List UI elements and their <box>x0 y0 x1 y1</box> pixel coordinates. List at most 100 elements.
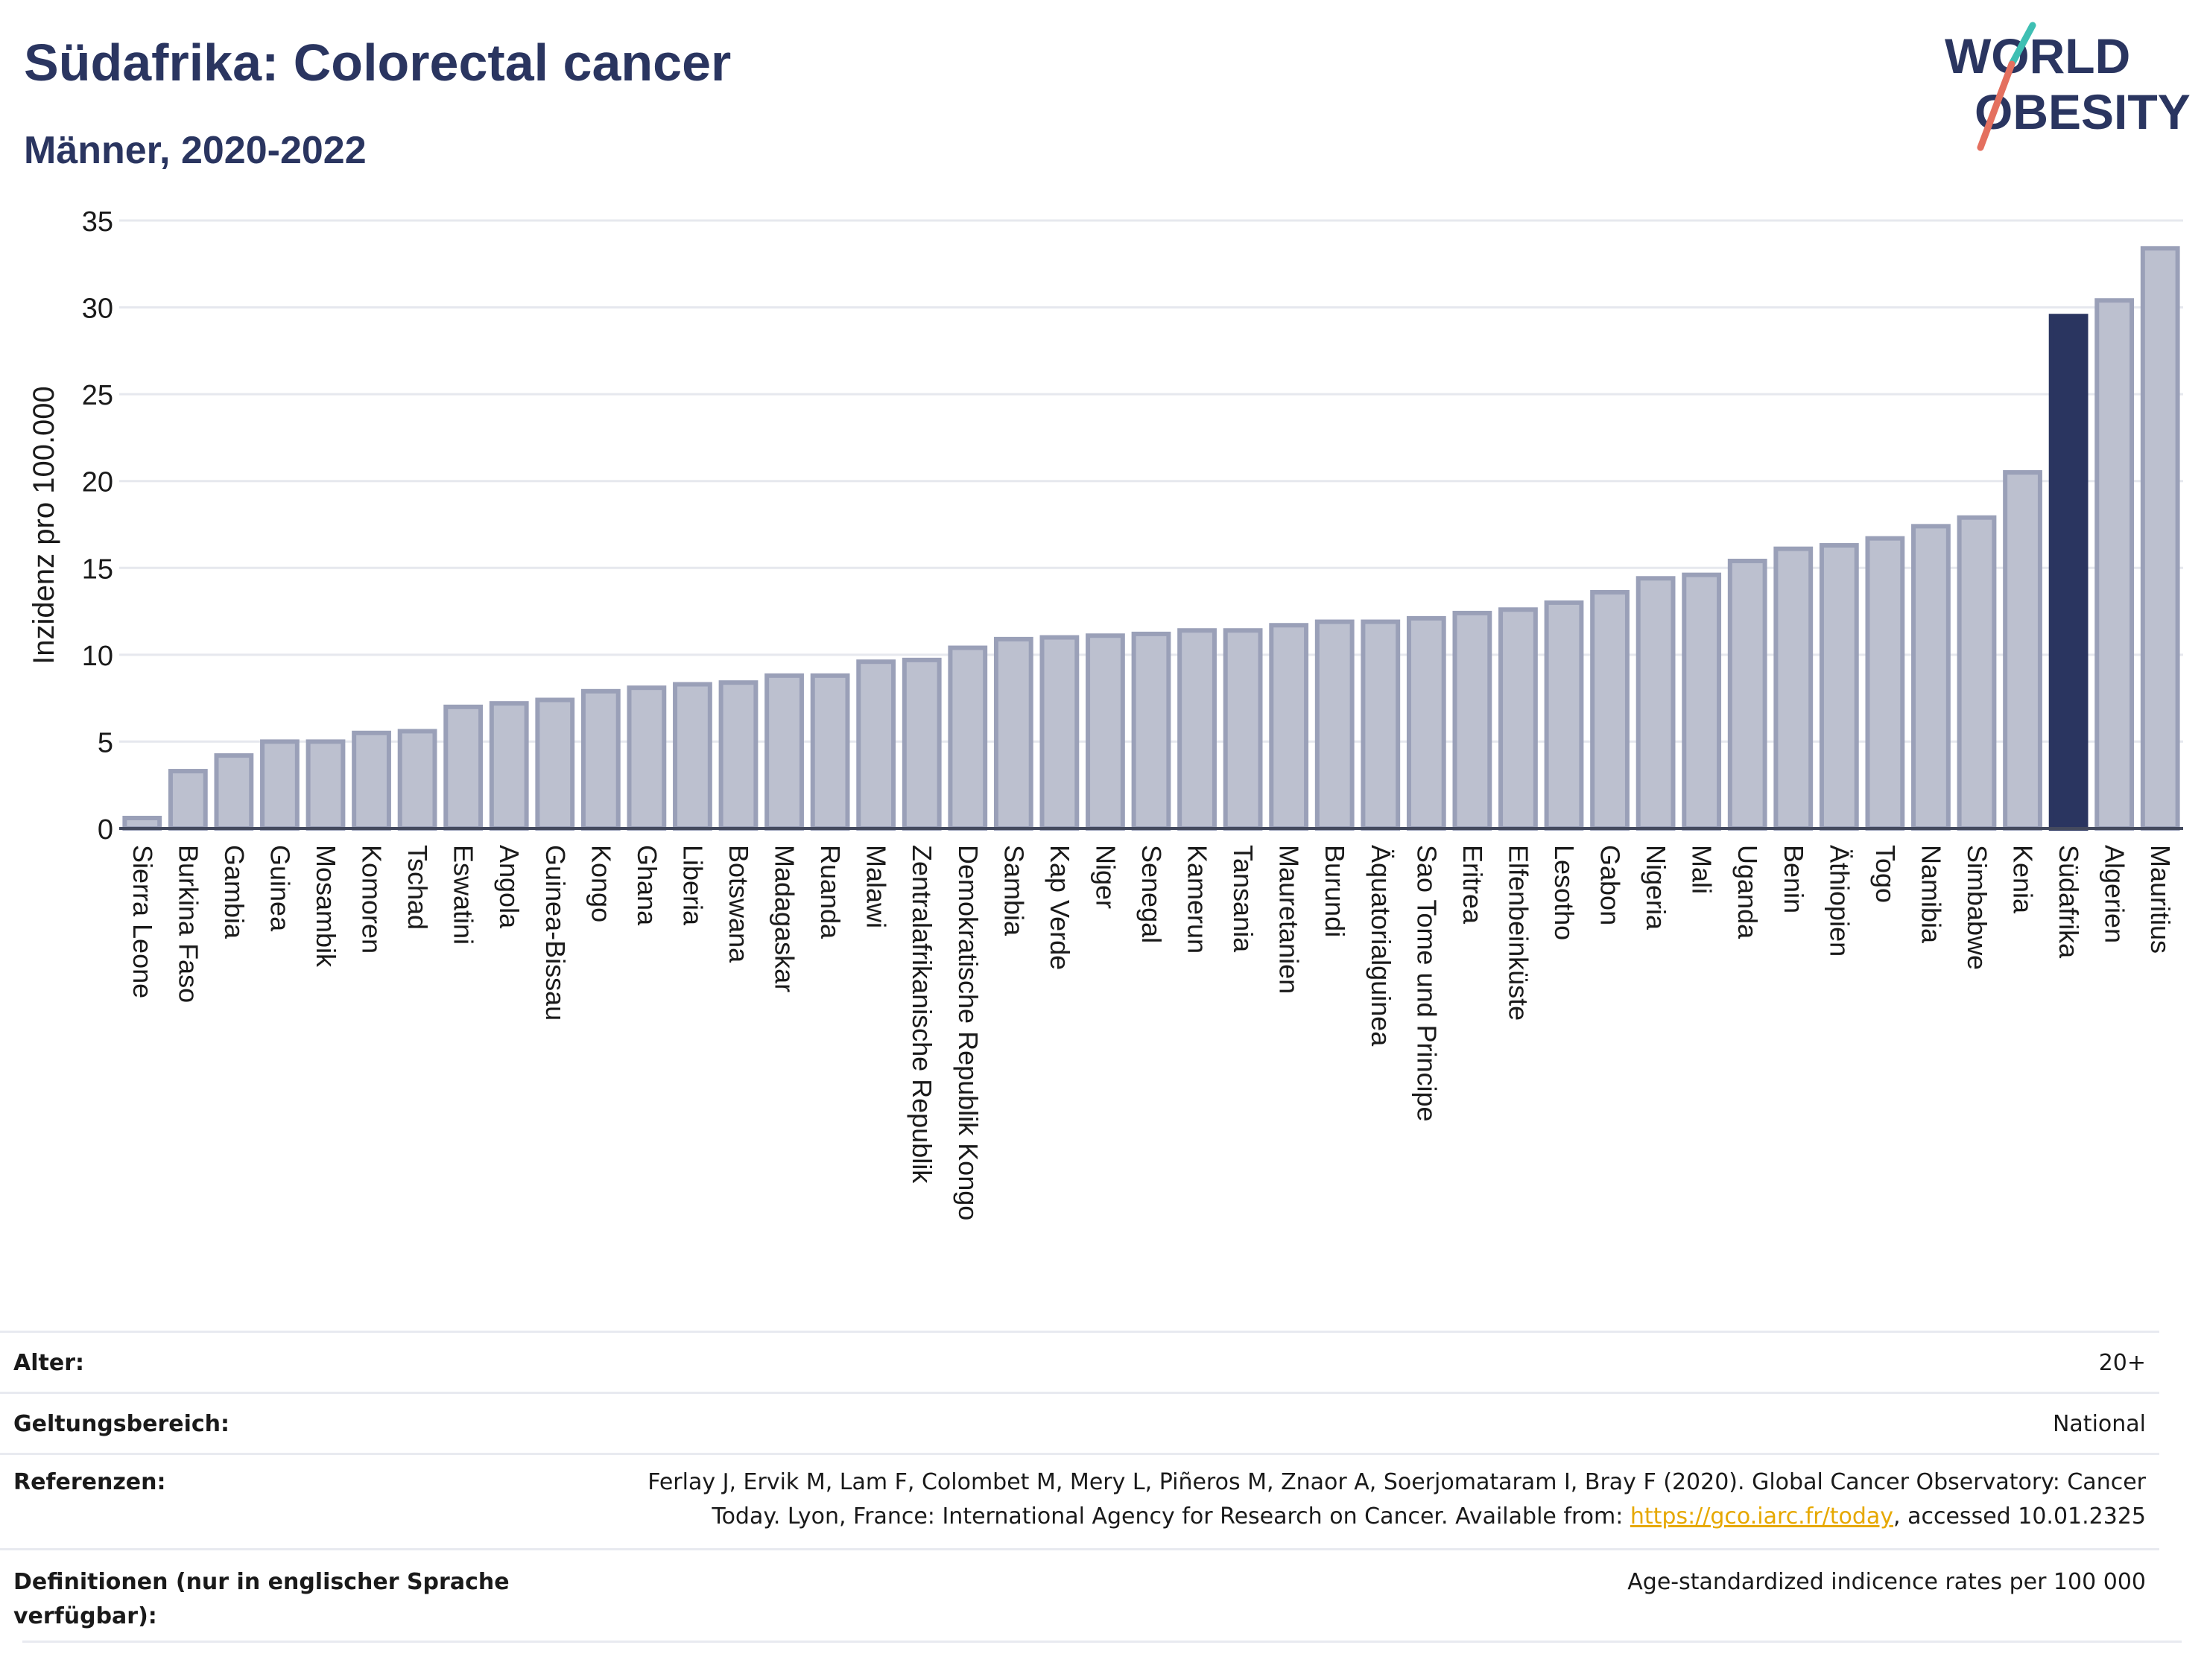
x-tick-label: Kap Verde <box>1045 845 1075 970</box>
bar-kenia <box>2003 470 2042 831</box>
bar-zentralafrikanische-republik <box>902 657 942 831</box>
references-label: Referenzen: <box>13 1469 166 1495</box>
x-tick-label: Mauritius <box>2145 845 2176 954</box>
bar-sao-tome-und-principe <box>1406 615 1446 831</box>
meta-table-end <box>22 1641 2182 1643</box>
bar-namibia <box>1911 524 1951 831</box>
x-tick-label: Demokratische Republik Kongo <box>953 845 984 1220</box>
x-tick-label: Mali <box>1687 845 1717 894</box>
bar-niger <box>1086 633 1125 831</box>
meta-row-definitions: Definitionen (nur in englischer Sprache … <box>0 1548 2159 1643</box>
x-tick-label: Botswana <box>723 845 754 963</box>
x-tick-label: Eritrea <box>1457 845 1488 925</box>
y-tick-label: 5 <box>98 727 113 758</box>
bar-eritrea <box>1452 610 1492 831</box>
bar-mali <box>1682 572 1722 831</box>
x-tick-label: Guinea <box>265 845 295 932</box>
x-tick-label: Liberia <box>677 845 708 926</box>
x-tick-labels: Sierra Leone Burkina Faso Gambia Guinea Mosa… <box>127 845 2176 1220</box>
references-line2-post: , accessed 10.01.2325 <box>1893 1503 2146 1530</box>
y-tick-labels: 0 5 10 15 20 25 30 35 <box>82 206 113 846</box>
x-tick-label: Ghana <box>632 845 662 926</box>
references-line2-pre: Today. Lyon, France: International Agenc… <box>712 1503 1630 1530</box>
bar-botswana <box>718 680 759 831</box>
scope-label: Geltungsbereich: <box>13 1411 230 1437</box>
x-tick-label: Eswatini <box>449 845 479 945</box>
x-tick-label: Kamerun <box>1182 845 1213 954</box>
y-tick-label: 10 <box>82 641 113 672</box>
logo-slash-coral <box>1977 60 2015 151</box>
x-tick-label: Angola <box>494 845 525 929</box>
bar-mauritius <box>2140 246 2180 831</box>
x-tick-label: Tschad <box>402 845 433 930</box>
x-tick-label: Simbabwe <box>1962 845 1992 970</box>
bar-madagaskar <box>764 673 804 831</box>
bar-burundi <box>1314 619 1355 831</box>
y-tick-label: 30 <box>82 294 113 325</box>
references-value: Ferlay J, Ervik M, Lam F, Colombet M, Me… <box>581 1465 2146 1534</box>
x-tick-label: Kenia <box>2008 845 2039 914</box>
age-label: Alter: <box>13 1350 84 1376</box>
bar-burkina-faso <box>168 769 208 831</box>
bar-uganda <box>1727 558 1767 831</box>
bar-togo <box>1865 536 1905 831</box>
bar-tschad <box>397 729 437 831</box>
y-tick-label: 20 <box>82 467 113 498</box>
bar-demokratische-republik-kongo <box>948 645 988 831</box>
references-line1: Ferlay J, Ervik M, Lam F, Colombet M, Me… <box>647 1469 2146 1495</box>
meta-row-references: Referenzen: Ferlay J, Ervik M, Lam F, Co… <box>0 1453 2159 1550</box>
age-value: 20+ <box>2098 1350 2146 1376</box>
x-tick-label: Sambia <box>998 845 1029 936</box>
y-tick-label: 15 <box>82 554 113 585</box>
bar-senegal <box>1131 631 1171 831</box>
x-tick-label: Äquatorialguinea <box>1366 845 1396 1047</box>
bar-komoren <box>352 730 391 831</box>
x-tick-label: Südafrika <box>2053 845 2084 959</box>
bar-simbabwe <box>1957 515 1997 831</box>
bar-äquatorialguinea <box>1361 619 1401 831</box>
page-subtitle: Männer, 2020-2022 <box>24 129 367 172</box>
x-tick-label: Madagaskar <box>770 845 800 992</box>
x-tick-label: Gambia <box>219 845 250 939</box>
x-tick-label: Sierra Leone <box>127 845 158 998</box>
x-tick-label: Ruanda <box>815 845 846 939</box>
bar-tansania <box>1223 628 1263 831</box>
x-tick-label: Sao Tome und Principe <box>1411 845 1442 1122</box>
bar-mauretanien <box>1269 623 1309 831</box>
bar-kongo <box>580 688 621 831</box>
x-tick-label: Äthiopien <box>1824 845 1855 957</box>
logo-text-world: WORLD <box>1945 28 2130 83</box>
bar-benin <box>1773 546 1814 831</box>
meta-row-age: Alter: 20+ <box>0 1331 2159 1394</box>
logo-slash-teal <box>2008 22 2036 68</box>
y-tick-label: 25 <box>82 380 113 411</box>
bar-sambia <box>993 636 1033 831</box>
bar-ruanda <box>810 673 850 831</box>
x-tick-label: Senegal <box>1136 845 1167 943</box>
bar-malawi <box>856 659 896 831</box>
bar-ghana <box>627 685 667 831</box>
bar-elfenbeinküste <box>1498 607 1538 831</box>
bar-angola <box>489 701 529 831</box>
x-tick-label: Kongo <box>586 845 616 922</box>
bar-algerien <box>2094 298 2135 831</box>
bar-kamerun <box>1177 628 1217 831</box>
x-tick-label: Tansania <box>1228 845 1258 953</box>
x-tick-label: Niger <box>1090 845 1121 909</box>
bar-layer <box>119 246 2183 831</box>
x-tick-label: Lesotho <box>1549 845 1580 940</box>
x-tick-label: Gabon <box>1595 845 1626 925</box>
bar-südafrika <box>2048 314 2089 831</box>
y-axis-label: Inzidenz pro 100.000 <box>28 386 60 665</box>
logo-text-obesity: OBESITY <box>1975 84 2191 139</box>
y-tick-label: 35 <box>82 206 113 238</box>
definitions-value: Age-standardized indicence rates per 100… <box>1627 1569 2146 1595</box>
x-tick-label: Burkina Faso <box>173 845 203 1003</box>
bar-nigeria <box>1635 576 1676 831</box>
x-tick-label: Guinea-Bissau <box>540 845 571 1021</box>
bar-guinea-bissau <box>535 697 575 831</box>
references-link[interactable]: https://gco.iarc.fr/today <box>1630 1503 1894 1530</box>
x-tick-label: Uganda <box>1732 845 1763 939</box>
bar-gabon <box>1590 589 1630 831</box>
world-obesity-logo: WORLD OBESITY <box>1945 22 2191 151</box>
